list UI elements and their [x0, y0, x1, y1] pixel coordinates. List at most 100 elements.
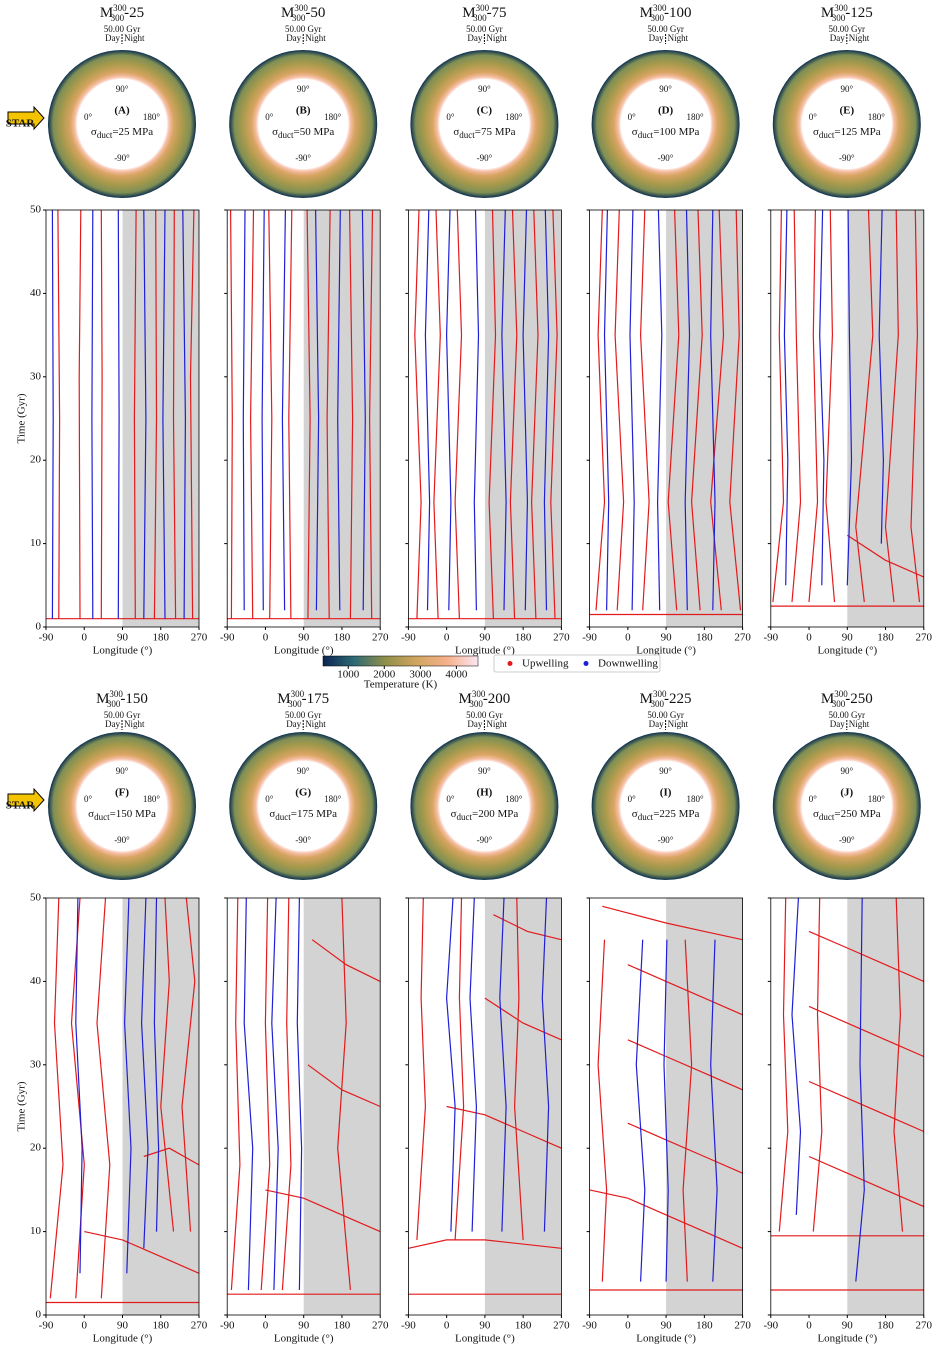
x-axis-label: Longitude (°)	[93, 645, 153, 657]
title-suffix: -200	[483, 691, 511, 707]
plume-trace	[710, 209, 725, 611]
plume-trace	[550, 209, 558, 619]
temperature-ring	[410, 50, 559, 199]
x-tick-label: 270	[734, 1320, 751, 1332]
plume-trace	[337, 209, 341, 611]
panel-label: (G)	[295, 787, 311, 799]
plume-trace	[493, 914, 562, 941]
title-sup: 300	[294, 3, 308, 13]
time-label: 50.00 Gyr	[647, 24, 684, 34]
title-suffix: -250	[845, 691, 873, 707]
title-sub: 300	[111, 13, 125, 23]
y-tick-label: 50	[30, 204, 42, 216]
title-sup: 300	[113, 3, 127, 13]
plume-trace	[819, 209, 825, 586]
plume-trace	[667, 209, 680, 611]
panel-label: (B)	[296, 105, 311, 117]
temperature-ring	[772, 50, 921, 199]
colorbar-tick-label: 2000	[373, 669, 396, 681]
plume-trace	[855, 897, 865, 1282]
plume-trace	[162, 209, 166, 619]
annotation-sub: duct	[459, 130, 475, 140]
angle-label: 0°	[809, 794, 818, 804]
panel-label: (F)	[115, 787, 129, 799]
plume-trace	[265, 1189, 381, 1233]
plume-trace	[808, 209, 819, 603]
angle-label: 0°	[809, 112, 818, 122]
y-tick-label: 0	[36, 621, 42, 633]
plume-trace	[281, 897, 292, 1291]
plume-trace	[778, 897, 789, 1232]
x-tick-label: 90	[661, 632, 673, 644]
panel-label: (C)	[477, 105, 493, 117]
x-tick-label: -90	[39, 632, 54, 644]
time-label: 50.00 Gyr	[466, 24, 503, 34]
time-label: 50.00 Gyr	[466, 710, 503, 720]
title-sub: 300	[832, 699, 846, 709]
angle-label: 180°	[505, 112, 523, 122]
day-label: Day	[649, 719, 664, 729]
angle-label: -90°	[839, 153, 855, 163]
night-shade	[847, 210, 924, 627]
annotation-text: =75 MPa	[475, 126, 516, 138]
title-sup: 300	[476, 3, 490, 13]
plume-trace	[729, 209, 742, 611]
plume-trace	[281, 209, 286, 611]
title-sup: 300	[109, 689, 123, 699]
x-tick-label: 270	[916, 632, 932, 644]
night-label: Night	[668, 33, 689, 43]
x-tick-label: -90	[582, 1320, 597, 1332]
time-label: 50.00 Gyr	[647, 710, 684, 720]
angle-label: 180°	[324, 794, 342, 804]
x-tick-label: 90	[298, 1320, 310, 1332]
plume-trace	[684, 209, 691, 611]
plume-trace	[424, 209, 431, 611]
plume-trace	[261, 209, 265, 611]
title-base: M	[277, 691, 290, 707]
title-suffix: -100	[664, 5, 692, 21]
x-tick-label: 90	[479, 1320, 491, 1332]
night-label: Night	[124, 719, 145, 729]
x-tick-label: 0	[806, 632, 812, 644]
plume-trace	[78, 209, 82, 619]
plume-trace	[454, 897, 465, 1240]
angle-label: 90°	[659, 84, 672, 94]
plume-trace	[910, 209, 921, 603]
annotation: σduct=75 MPa	[453, 126, 515, 141]
angle-label: 180°	[686, 112, 704, 122]
star-label: STAR	[6, 800, 36, 812]
title-suffix: -125	[845, 5, 873, 21]
annotation-text: =50 MPa	[294, 126, 335, 138]
angle-label: -90°	[477, 153, 493, 163]
angle-label: 90°	[116, 766, 129, 776]
colorbar-label: Temperature (K)	[364, 679, 438, 691]
time-label: 50.00 Gyr	[829, 24, 866, 34]
plume-trace	[808, 1155, 925, 1208]
x-tick-label: 0	[444, 1320, 450, 1332]
plume-trace	[433, 209, 441, 619]
legend-label: Upwelling	[522, 658, 569, 670]
x-axis-label: Longitude (°)	[817, 645, 877, 657]
angle-label: 90°	[840, 84, 853, 94]
night-label: Night	[668, 719, 689, 729]
night-shade	[666, 210, 743, 627]
x-tick-label: 0	[82, 632, 88, 644]
angle-label: 90°	[297, 766, 310, 776]
plume-trace	[513, 897, 524, 1240]
plume-trace	[140, 897, 149, 1249]
plume-trace	[808, 1005, 925, 1058]
day-label: Day	[467, 719, 482, 729]
plume-trace	[288, 209, 293, 619]
plume-trace	[783, 209, 789, 586]
annotation-sub: duct	[819, 130, 835, 140]
plume-trace	[639, 209, 650, 611]
plume-trace	[268, 209, 273, 619]
plume-trace	[117, 209, 120, 619]
x-tick-label: 180	[877, 1320, 894, 1332]
panel-title: M300 300-175	[277, 689, 329, 709]
title-sub: 300	[469, 699, 483, 709]
plume-trace	[143, 1147, 200, 1166]
plume-trace	[541, 897, 550, 1232]
day-label: Day	[105, 719, 120, 729]
panel-label: (H)	[476, 787, 492, 799]
